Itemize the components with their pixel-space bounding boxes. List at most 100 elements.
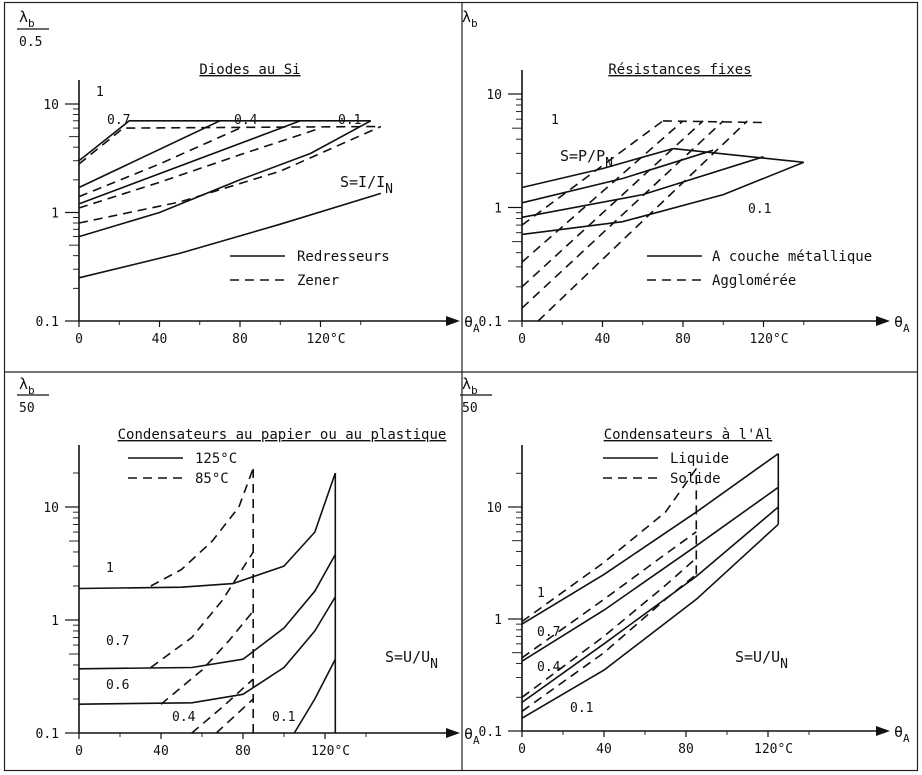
chart1-series-5 [78, 192, 382, 279]
figure-frame [3, 1, 919, 772]
chart2-y-label: λb [462, 8, 478, 30]
chart2-legend-label: A couche métallique [712, 249, 872, 265]
chart1-y-tick-label: 1 [51, 207, 59, 222]
chart3-series-10 [215, 698, 254, 734]
chart3-series-9 [191, 678, 254, 734]
chart3-x-tick-label: 0 [75, 744, 83, 759]
chart2-series-9 [521, 120, 724, 309]
chart2-x-label: θA [894, 313, 910, 335]
chart1-y-label-denominator: 0.5 [19, 35, 42, 50]
chart1-x-tick-label: 120°C [307, 332, 346, 347]
chart1-series-1 [78, 120, 371, 162]
chart3-series-1 [78, 472, 337, 590]
chart4-x-tick-label: 40 [596, 742, 612, 757]
chart1-legend-label: Zener [297, 273, 339, 289]
chart4-curve-label: 0.7 [537, 625, 560, 640]
chart3-series-8 [160, 610, 254, 705]
chart1-series-7 [78, 127, 241, 198]
chart3-curve-label: 0.6 [106, 678, 129, 693]
chart1-x-axis-arrow [446, 316, 460, 326]
chart3-x-label: θA [464, 725, 480, 747]
chart3-y-tick-label: 10 [43, 501, 59, 516]
chart2-series-3 [521, 155, 764, 219]
chart2-series-4 [521, 161, 805, 236]
chart1-x-tick-label: 40 [152, 332, 168, 347]
chart1-series-4 [78, 120, 372, 238]
chart2-x-tick-label: 40 [595, 332, 611, 347]
chart3-parameter-label: S=U/UN [385, 648, 438, 672]
chart1-curve-label: 1 [96, 85, 104, 100]
chart4-series-8 [521, 557, 697, 698]
chart2-series-2 [521, 149, 714, 204]
chart3-series-3 [78, 596, 336, 705]
chart2-y-tick-label: 10 [486, 88, 502, 103]
chart4-x-tick-label: 0 [518, 742, 526, 757]
chart2-legend-label: Agglomérée [712, 273, 796, 289]
chart3-y-label: λb [19, 375, 35, 397]
chart1-curve-label: 0.7 [107, 113, 130, 128]
chart3-x-axis-arrow [446, 728, 460, 738]
chart1-parameter-label: S=I/IN [340, 173, 393, 197]
chart2-series-11 [662, 120, 768, 124]
chart2-y-tick-label: 1 [494, 202, 502, 217]
chart1-y-label: λb [19, 8, 35, 30]
chart3-x-tick-label: 80 [235, 744, 251, 759]
chart2-series-1 [521, 147, 674, 189]
chart1-y-tick-label: 0.1 [36, 315, 59, 330]
chart1-series-2 [78, 120, 221, 189]
chart3-curve-label: 0.4 [172, 710, 196, 725]
chart4-x-tick-label: 120°C [754, 742, 793, 757]
chart3-y-tick-label: 0.1 [36, 727, 59, 742]
chart1-legend-label: Redresseurs [297, 249, 390, 265]
chart4-curve-label: 0.1 [570, 701, 593, 716]
chart4-series-6 [521, 468, 697, 623]
chart3-curve-label: 0.7 [106, 634, 129, 649]
chart4-x-axis-arrow [876, 726, 890, 736]
chart2-x-tick-label: 120°C [750, 332, 789, 347]
chart1-group: 0 40 80 120°C 0.1 1 10 Diodes au Si λb 0.5 θA S=I/I… [17, 8, 480, 347]
chart1-curve-label: 0.4 [234, 113, 258, 128]
chart4-title: Condensateurs à l'Al [604, 427, 773, 443]
chart3-y-tick-label: 1 [51, 614, 59, 629]
chart1-x-label: θA [464, 313, 480, 335]
chart3-y-label-denominator: 50 [19, 401, 35, 416]
chart3-x-tick-label: 120°C [311, 744, 350, 759]
chart4-y-tick-label: 1 [494, 613, 502, 628]
chart3-curve-label: 0.1 [272, 710, 295, 725]
chart1-series-3 [78, 120, 301, 205]
chart4-legend-label: Liquide [670, 451, 729, 467]
chart4-parameter-label: S=U/UN [735, 648, 788, 672]
chart2-curve-label: 0.1 [748, 202, 771, 217]
chart2-series-7 [521, 120, 684, 263]
chart4-series-2 [521, 486, 779, 662]
chart2-parameter-label: S=P/PN [560, 147, 613, 171]
chart1-x-tick-label: 80 [232, 332, 248, 347]
chart3-curve-label: 1 [106, 561, 114, 576]
chart2-x-tick-label: 0 [518, 332, 526, 347]
chart4-x-tick-label: 80 [678, 742, 694, 757]
chart4-curve-label: 1 [537, 586, 545, 601]
chart2-series-10 [537, 120, 748, 322]
chart3-legend-label: 85°C [195, 471, 229, 487]
chart4-y-tick-label: 10 [486, 501, 502, 516]
chart3-series-4 [293, 658, 337, 734]
chart4-y-tick-label: 0.1 [479, 725, 502, 740]
chart4-group: 0 40 80 120°C 0.1 1 10 Condensateurs à l'Al λb 50… [460, 375, 910, 757]
chart1-x-tick-label: 0 [75, 332, 83, 347]
chart3-series-6 [150, 468, 254, 587]
chart3-x-tick-label: 40 [153, 744, 169, 759]
chart2-group: 0 40 80 120°C 0.1 1 10 Résistances fixes λb θA S=P… [462, 8, 910, 347]
chart4-y-label: λb [462, 375, 478, 397]
chart1-curve-label: 0.1 [338, 113, 361, 128]
chart2-title: Résistances fixes [608, 62, 751, 78]
chart4-y-label-denominator: 50 [462, 401, 478, 416]
chart4-legend-label: Solide [670, 471, 721, 487]
chart4-series-4 [521, 523, 779, 719]
chart2-series-8 [521, 120, 704, 288]
chart3-title: Condensateurs au papier ou au plastique [118, 427, 447, 443]
chart1-series-6 [78, 125, 381, 165]
chart1-series-9 [78, 125, 382, 224]
chart4-series-1 [521, 452, 779, 625]
chart4-series-9 [521, 573, 697, 712]
